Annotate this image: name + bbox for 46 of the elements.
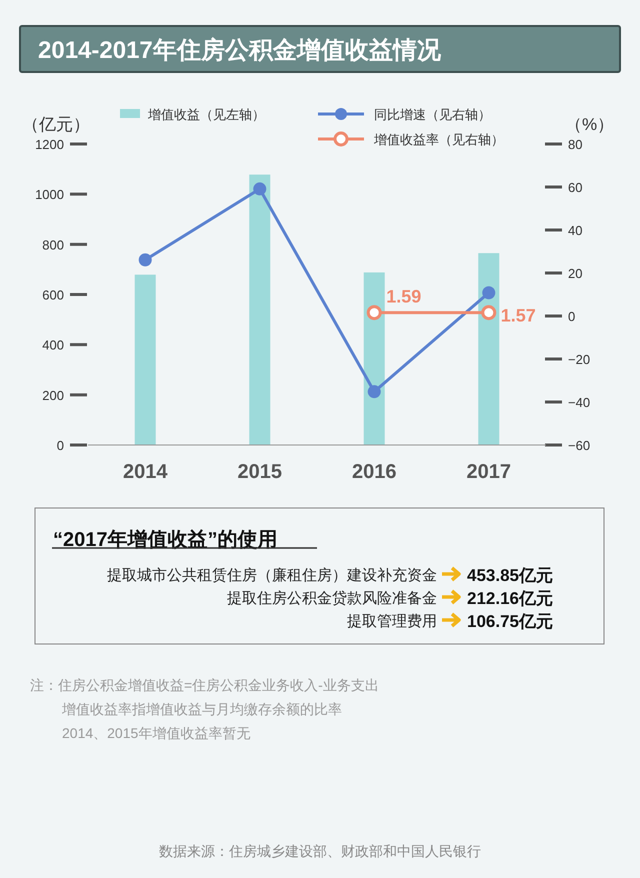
data-label: 1.59 (386, 286, 422, 307)
data-label: 1.57 (500, 306, 536, 326)
x-tick-label: 2017 (466, 461, 511, 483)
source-note: 数据来源：住房城乡建设部、财政部和中国人民银行 (159, 843, 481, 859)
point (481, 305, 496, 320)
y-tick-label: 800 (42, 237, 64, 252)
text: 增值收益率指增值收益与月均缴存余额的比率 (61, 701, 342, 717)
text: 2014、2015年增值收益率暂无 (62, 725, 250, 741)
text: 注：住房公积金增值收益=住房公积金业务收入-业务支出 (30, 677, 379, 693)
y2-tick-label: −40 (568, 395, 590, 410)
legend-label: 增值收益（见左轴） (147, 107, 265, 122)
bar (478, 253, 500, 445)
y2-tick-label: 40 (568, 223, 582, 238)
point (482, 286, 496, 300)
text: 106.75亿元 (467, 612, 553, 631)
bar (134, 274, 156, 445)
y2-tick-label: −20 (568, 352, 590, 367)
chart-title: 2014-2017年住房公积金增值收益情况 (38, 37, 442, 64)
bar (249, 174, 270, 445)
y-tick-label: 1200 (35, 137, 64, 152)
category-label: 提取城市公共租赁住房（廉租住房）建设补充资金 (107, 567, 437, 584)
x-tick-label: 2015 (238, 461, 282, 483)
text: 212.16亿元 (467, 589, 553, 608)
x-tick-label: 2016 (352, 461, 396, 483)
category-label: 提取住房公积金贷款风险准备金 (227, 590, 437, 607)
point (366, 305, 382, 320)
y-tick-label: 600 (42, 288, 64, 302)
y-tick-label: 400 (42, 338, 64, 353)
point (368, 385, 381, 398)
y-axis-title: （亿元） (22, 115, 90, 134)
legend-label: 同比增速（见右轴） (374, 107, 491, 122)
y-tick-label: 0 (56, 438, 64, 453)
text: 453.85亿元 (467, 566, 553, 585)
point (138, 253, 152, 266)
y2-tick-label: 0 (568, 309, 576, 324)
x-tick-label: 2014 (123, 461, 168, 483)
point (253, 182, 266, 196)
y2-tick-label: 60 (568, 180, 582, 195)
legend-label: 增值收益率（见右轴） (373, 132, 504, 147)
y2-tick-label: −60 (568, 438, 590, 453)
y-tick-label: 1000 (35, 187, 64, 202)
category-label: 提取管理费用 (347, 613, 437, 630)
y2-axis-title: （%） (565, 115, 614, 134)
y-tick-label: 200 (42, 388, 64, 403)
y2-tick-label: 80 (568, 137, 582, 152)
y2-tick-label: 20 (568, 266, 582, 281)
